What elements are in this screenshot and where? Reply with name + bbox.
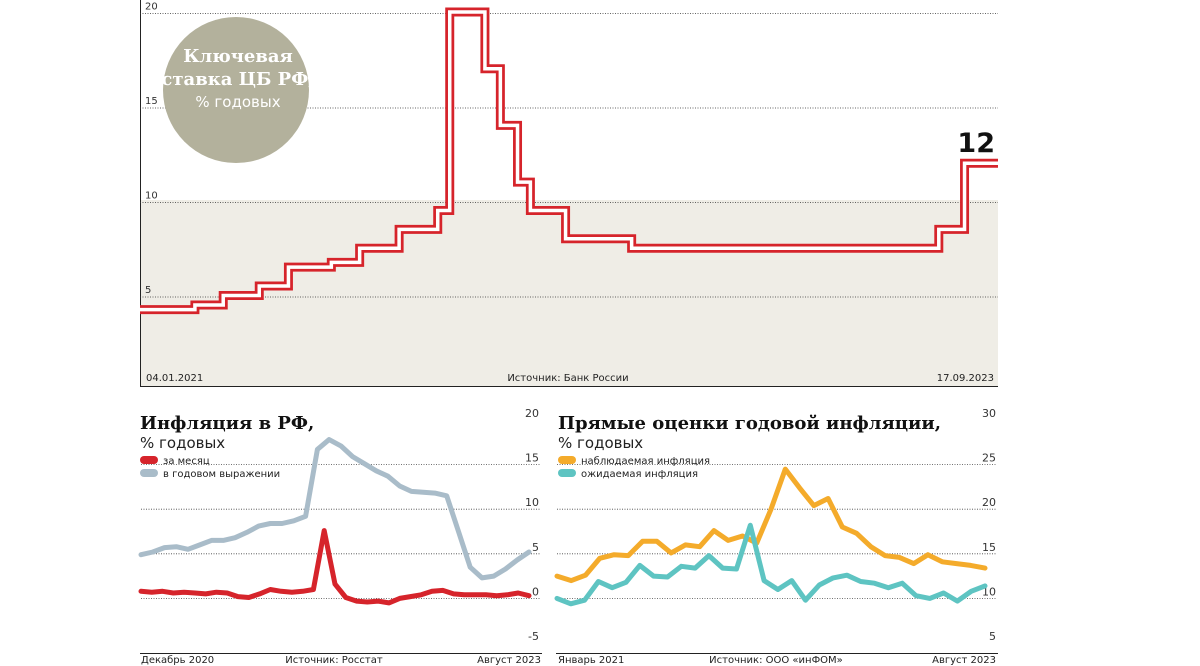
- key-rate-y-tick-20: 20: [145, 2, 158, 13]
- key-rate-title-badge: [163, 17, 309, 163]
- key-rate-source: Источник: Банк России: [507, 373, 628, 384]
- key-rate-step-line-inner: [140, 10, 998, 312]
- key-rate-title-line-2: ставка ЦБ РФ,: [161, 69, 314, 90]
- key-rate-y-tick-15: 15: [145, 96, 158, 107]
- key-rate-y-tick-10: 10: [145, 191, 158, 202]
- key-rate-y-tick-5: 5: [145, 285, 151, 296]
- key-rate-last-value: 12: [957, 128, 995, 159]
- key-rate-x-end-label: 17.09.2023: [937, 373, 994, 384]
- key-rate-title-line-1: Ключевая: [183, 46, 293, 67]
- key-rate-x-start-label: 04.01.2021: [146, 373, 203, 384]
- key-rate-subtitle: % годовых: [195, 93, 280, 111]
